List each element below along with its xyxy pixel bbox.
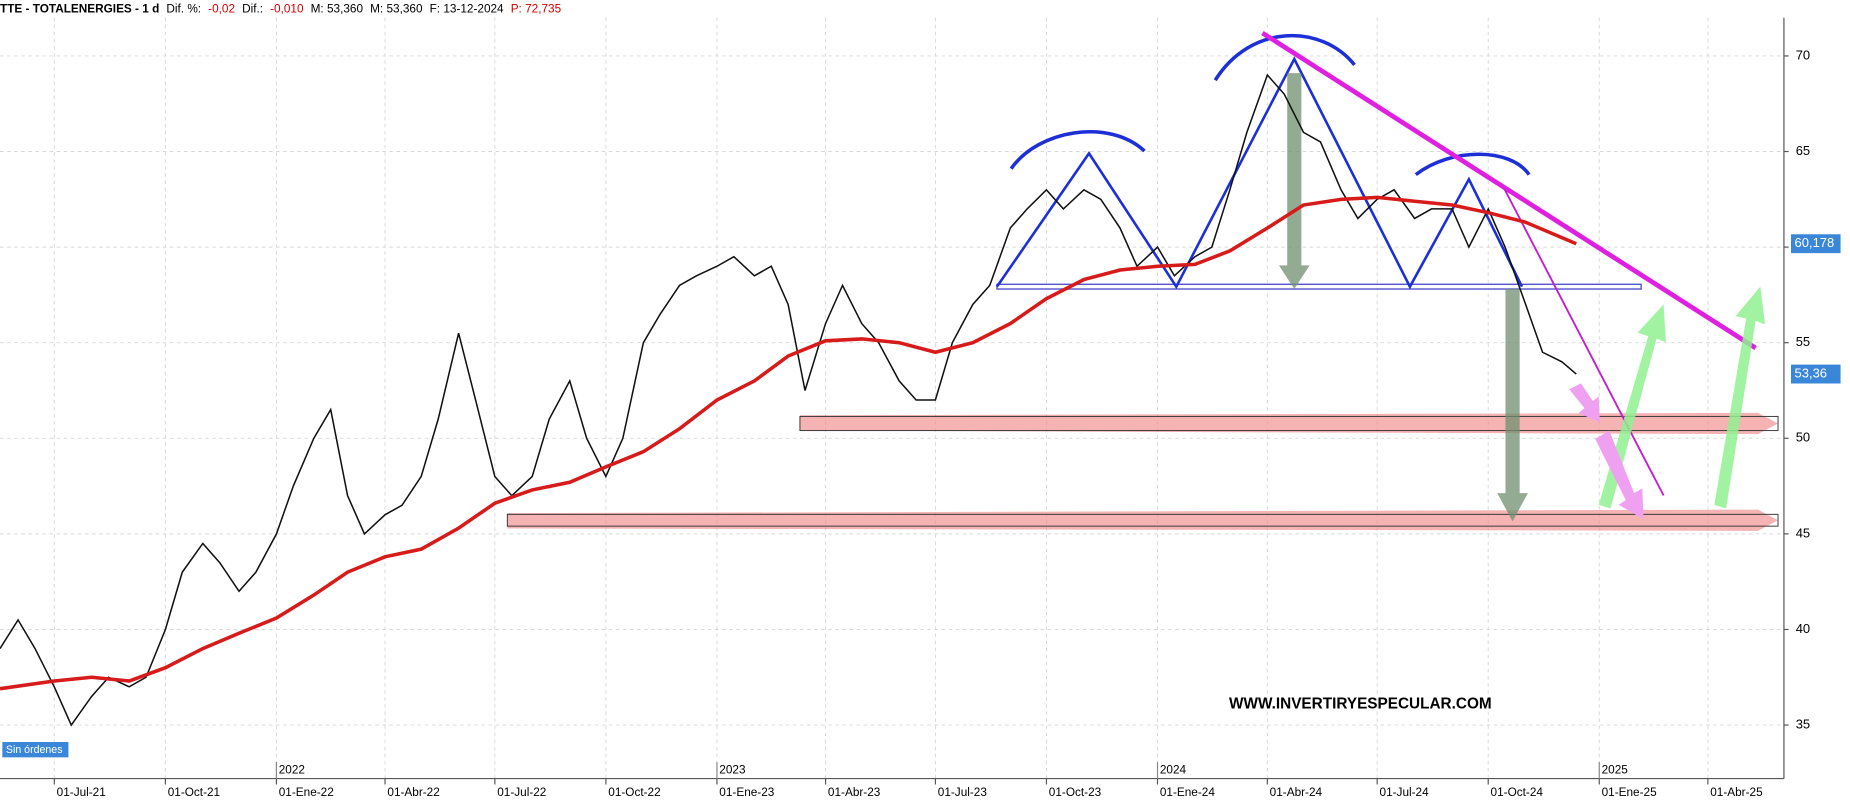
x-tick-label: 01-Jul-21 — [57, 786, 106, 799]
support-band — [507, 509, 1779, 531]
header-item: TTE - TOTALENERGIES - 1 d — [0, 3, 159, 16]
support-band — [799, 412, 1779, 435]
x-tick-label: 01-Abr-25 — [1710, 786, 1763, 799]
x-tick-label: 01-Ene-23 — [719, 786, 774, 799]
status-box — [2, 742, 69, 758]
y-tick-label: 45 — [1796, 525, 1810, 540]
drawings — [506, 31, 1779, 531]
price-plot — [0, 73, 1577, 727]
shoulder-arc — [1414, 152, 1531, 176]
price-box — [1791, 234, 1841, 254]
x-tick-label: 01-Abr-22 — [387, 786, 439, 799]
x-tick-label: 01-Abr-24 — [1270, 786, 1323, 799]
header-item: Dif. %: — [166, 3, 201, 16]
header-item: -0,02 — [208, 3, 235, 16]
neckline — [996, 283, 1642, 290]
moving-average — [0, 195, 1577, 691]
grid — [0, 17, 1784, 779]
price-box-label: 60,178 — [1795, 235, 1835, 250]
price-box-label: 53,36 — [1795, 365, 1827, 380]
y-tick-label: 70 — [1796, 47, 1810, 62]
y-tick-label: 40 — [1796, 621, 1810, 636]
y-tick-label: 55 — [1796, 334, 1810, 349]
year-tick-label: 2025 — [1602, 763, 1629, 776]
header-item: P: 72,735 — [511, 3, 562, 16]
axes: 354045505560657001-Jul-2101-Oct-2101-Ene… — [53, 47, 1841, 799]
header-item: M: 53,360 — [370, 3, 423, 16]
pattern-line — [995, 56, 1524, 290]
header-item: M: 53,360 — [311, 3, 364, 16]
x-tick-label: 01-Ene-25 — [1602, 786, 1657, 799]
y-tick-label: 35 — [1796, 716, 1810, 731]
trend-line — [1261, 31, 1757, 350]
y-tick-label: 50 — [1796, 430, 1810, 445]
target-arrow — [1278, 73, 1310, 290]
price-line — [0, 73, 1577, 727]
x-tick-label: 01-Ene-22 — [279, 786, 334, 799]
head-arc — [1213, 33, 1356, 82]
header: TTE - TOTALENERGIES - 1 d Dif. %: -0,02 Dif… — [0, 3, 562, 16]
x-tick-label: 01-Oct-22 — [608, 786, 660, 799]
support-box — [506, 513, 1779, 527]
watermark: WWW.INVERTIRYESPECULAR.COM — [1229, 695, 1492, 712]
x-tick-label: 01-Oct-21 — [168, 786, 220, 799]
year-tick-label: 2024 — [1160, 763, 1187, 776]
price-box — [1791, 364, 1841, 384]
support-box — [799, 415, 1779, 432]
x-tick-label: 01-Oct-23 — [1049, 786, 1102, 799]
target-arrow — [1497, 289, 1528, 522]
y-tick-label: 65 — [1796, 143, 1810, 158]
move-arrow — [1569, 383, 1600, 423]
x-tick-label: 01-Jul-24 — [1380, 786, 1430, 799]
year-tick-label: 2023 — [719, 763, 746, 776]
header-item: -0,010 — [270, 3, 304, 16]
x-tick-label: 01-Ene-24 — [1160, 786, 1215, 799]
header-item: F: 13-12-2024 — [430, 3, 504, 16]
trend-line — [1503, 188, 1665, 496]
x-tick-label: 01-Abr-23 — [828, 786, 881, 799]
projection-arrow — [1714, 286, 1766, 509]
move-arrow — [1595, 430, 1644, 520]
shoulder-arc — [1009, 130, 1146, 170]
status: Sin órdenes — [6, 744, 63, 756]
header-item: Dif.: — [242, 3, 263, 16]
x-tick-label: 01-Oct-24 — [1491, 786, 1544, 799]
x-tick-label: 01-Jul-22 — [497, 786, 546, 799]
year-tick-label: 2022 — [279, 763, 305, 776]
right-axis-area — [1783, 0, 1850, 801]
x-tick-label: 01-Jul-23 — [938, 786, 988, 799]
